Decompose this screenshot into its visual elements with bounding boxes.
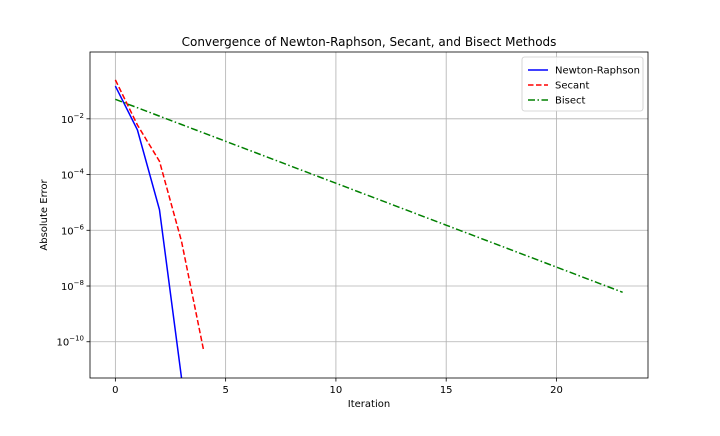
y-tick-label: 10−2	[61, 112, 84, 126]
x-axis-label: Iteration	[348, 399, 390, 410]
legend-label: Newton-Raphson	[555, 66, 640, 77]
series-lines	[114, 79, 623, 379]
y-axis-label: Absolute Error	[39, 178, 50, 250]
y-tick-base: 10	[61, 115, 74, 126]
grid	[90, 52, 648, 378]
y-tick-exponent: −10	[69, 335, 84, 343]
legend-box	[521, 56, 644, 112]
y-tick-label: 10−4	[61, 168, 85, 182]
series-line-newton-raphson	[114, 85, 183, 379]
y-tick-exponent: −4	[74, 168, 85, 176]
y-tick-exponent: −6	[74, 223, 85, 231]
y-tick-base: 10	[61, 171, 74, 182]
x-tick-label: 20	[550, 385, 563, 396]
y-tick-base: 10	[61, 226, 74, 237]
x-tick-label: 0	[112, 385, 118, 396]
series-line-secant	[114, 79, 205, 351]
legend: Newton-Raphson Secant Bisect	[521, 56, 644, 112]
y-axis-ticks: 10−210−410−610−810−10	[56, 112, 90, 349]
y-tick-exponent: −2	[74, 112, 84, 120]
plot-area-frame	[89, 51, 649, 379]
series-line-bisect	[115, 98, 623, 293]
y-tick-label: 10−6	[61, 223, 85, 237]
legend-label: Secant	[555, 81, 589, 92]
y-tick-label: 10−10	[56, 335, 84, 349]
x-tick-label: 10	[330, 385, 343, 396]
x-tick-label: 15	[440, 385, 453, 396]
legend-label: Bisect	[555, 96, 585, 107]
y-tick-exponent: −8	[74, 279, 84, 287]
chart-title: Convergence of Newton-Raphson, Secant, a…	[182, 35, 557, 49]
x-tick-label: 5	[222, 385, 228, 396]
x-axis-ticks: 0 5 10 15 20	[112, 378, 563, 396]
y-tick-label: 10−8	[61, 279, 84, 293]
y-tick-base: 10	[56, 338, 69, 349]
y-tick-base: 10	[61, 282, 74, 293]
